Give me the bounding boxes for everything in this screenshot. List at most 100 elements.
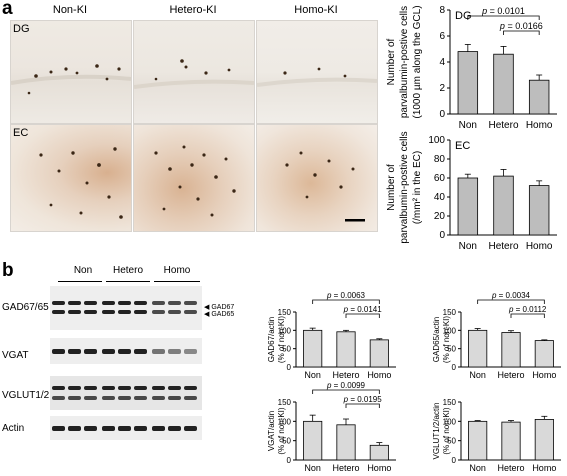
significance-bracket: [510, 313, 545, 318]
y-axis-label: VGLUT1/2/actin: [432, 403, 441, 460]
row-label-ec: EC: [13, 127, 29, 139]
chart-title: EC: [455, 140, 470, 152]
blot-band: [84, 426, 97, 431]
blot-band: [184, 301, 197, 305]
x-tick-label: Hetero: [488, 120, 518, 131]
y-tick-label: 0: [452, 363, 457, 372]
y-axis-label: (% of non-KI): [442, 407, 451, 454]
y-axis-label: Number of: [386, 164, 397, 211]
y-tick-label: 100: [443, 417, 457, 426]
blot-band: [118, 396, 131, 400]
blot-group-line-homo: [154, 281, 200, 282]
blot-band: [134, 349, 147, 354]
blot-band: [152, 426, 165, 431]
significance-bracket: [503, 30, 540, 35]
blot-band: [118, 349, 131, 354]
x-tick-label: Homo: [526, 241, 553, 252]
blot-band: [118, 310, 131, 314]
bar-hetero: [336, 424, 356, 461]
p-value-label: p = 0.0101: [481, 6, 525, 16]
bar-non: [468, 329, 488, 368]
chart-title: DG: [455, 10, 472, 22]
y-axis-label: VGAT/actin: [267, 411, 276, 451]
blot-row-label-actin: Actin: [2, 423, 25, 434]
panel-b-letter: b: [2, 260, 14, 281]
bar-non: [468, 420, 488, 461]
y-axis-label: Number of: [386, 38, 397, 85]
p-value-label: p = 0.0141: [343, 305, 383, 314]
blot-band: [152, 310, 165, 314]
blot-band: [168, 426, 181, 431]
blot-group-non: Non: [73, 265, 93, 276]
panel-a-letter: a: [2, 0, 13, 19]
micrograph-ec-homo-ki-cells: [285, 151, 365, 222]
y-tick-label: 20: [434, 211, 446, 222]
blot-band: [134, 396, 147, 400]
y-tick-label: 6: [439, 31, 445, 42]
micrograph-dg-hetero-ki: [133, 20, 255, 124]
x-tick-label: Hetero: [332, 463, 359, 473]
y-axis-label: GAD67/actin: [267, 317, 276, 362]
blot-band: [152, 349, 165, 354]
p-value-label: p = 0.0063: [326, 291, 366, 300]
p-value-label: p = 0.0112: [508, 305, 547, 314]
blot-band: [102, 426, 115, 431]
y-tick-label: 150: [443, 398, 457, 407]
blot-band: [102, 349, 115, 354]
blot-band: [84, 310, 97, 314]
band-marker-gad67: ◀ GAD67: [204, 304, 235, 311]
y-tick-label: 0: [439, 109, 445, 120]
blot-row-label-gad: GAD67/65: [2, 302, 49, 313]
blot-band: [68, 426, 81, 431]
blot-band: [52, 426, 65, 431]
x-tick-label: Hetero: [488, 241, 518, 252]
y-axis-label: (% of non-KI): [277, 407, 286, 454]
significance-bracket: [467, 15, 540, 20]
blot-band: [102, 396, 115, 400]
blot-band: [168, 396, 181, 400]
micrograph-dg-non-ki: [10, 20, 132, 124]
y-tick-label: 8: [439, 5, 445, 16]
blot-group-hetero: Hetero: [112, 265, 143, 276]
significance-bracket: [345, 313, 380, 318]
micrograph-ec-hetero-ki-cells: [154, 145, 236, 217]
scale-bar: [345, 219, 365, 222]
western-blot-image: [50, 286, 202, 440]
blot-band: [152, 386, 165, 390]
p-value-label: p = 0.0099: [326, 381, 366, 390]
micrograph-dg-homo-ki: [256, 20, 378, 124]
y-axis-label: GAD65/actin: [432, 317, 441, 362]
micrograph-dg-homo-ki-cells: [257, 67, 377, 87]
y-tick-label: 0: [439, 230, 445, 241]
blot-band: [52, 310, 65, 314]
y-tick-label: 50: [282, 345, 291, 354]
blot-band: [134, 426, 147, 431]
col-header-hetero-ki: Hetero-KI: [169, 4, 217, 16]
bar-homo: [534, 340, 554, 368]
y-axis-label: (/mm² in the EC): [412, 151, 423, 224]
x-tick-label: Homo: [532, 463, 556, 473]
x-tick-label: Non: [459, 120, 477, 131]
blot-band: [168, 310, 181, 314]
y-axis-label: parvalbumin-postive cells: [399, 131, 410, 243]
blot-band: [68, 349, 81, 354]
micrograph-dg-hetero-ki-cells: [134, 59, 254, 89]
blot-band: [68, 386, 81, 390]
blot-row-label-vglut: VGLUT1/2: [2, 390, 50, 401]
blot-band: [102, 386, 115, 390]
blot-band: [52, 301, 65, 305]
p-value-label: p = 0.0034: [491, 291, 531, 300]
blot-band: [68, 310, 81, 314]
micrograph-ec-homo-ki: [256, 124, 378, 232]
significance-bracket: [312, 389, 380, 394]
band-marker-gad65: ◀ GAD65: [204, 311, 235, 318]
bar-homo: [534, 419, 554, 461]
chart-ec: EC Number of parvalbumin-postive cells (/mm…: [386, 131, 557, 252]
x-tick-label: Homo: [526, 120, 553, 131]
bar-homo: [528, 185, 550, 236]
bar-homo: [528, 79, 550, 115]
bar-non: [457, 51, 479, 115]
y-tick-label: 50: [447, 345, 456, 354]
x-tick-label: Homo: [532, 370, 556, 380]
blot-row-label-vgat: VGAT: [2, 350, 29, 361]
